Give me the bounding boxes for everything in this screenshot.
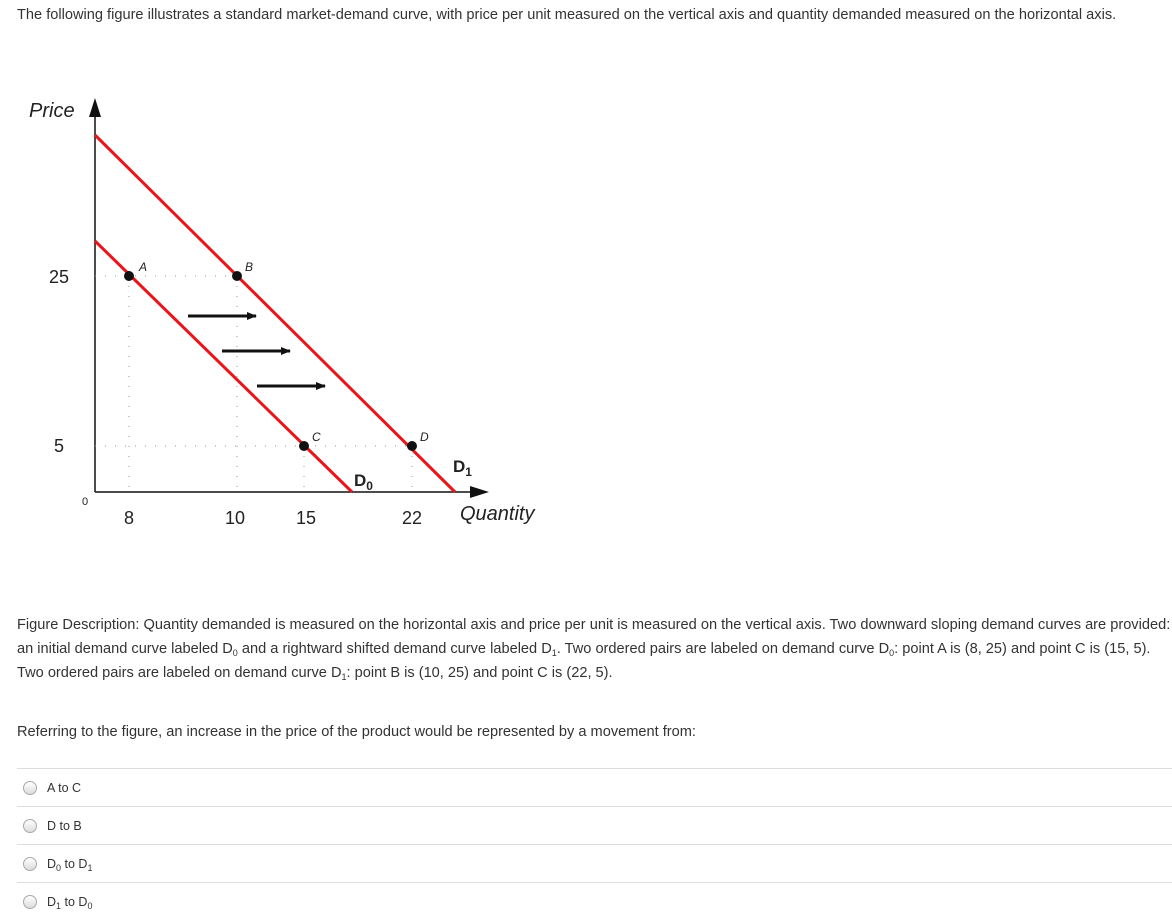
origin-label: 0	[82, 496, 88, 508]
point-label: C	[312, 430, 321, 444]
radio-button[interactable]	[23, 894, 37, 909]
answer-option[interactable]: D to B	[17, 806, 1172, 844]
point-a	[124, 271, 134, 281]
point-label: B	[245, 260, 253, 274]
radio-button[interactable]	[23, 818, 37, 833]
y-axis-arrow-icon	[89, 98, 101, 117]
figure-description: Figure Description: Quantity demanded is…	[17, 617, 1171, 682]
answer-option[interactable]: D1 to D0	[17, 882, 1172, 920]
answer-option[interactable]: D0 to D1	[17, 844, 1172, 882]
demand-curve-d0	[93, 239, 354, 494]
x-axis-arrow-icon	[470, 486, 489, 498]
y-tick-label: 5	[54, 436, 64, 456]
answer-label: D0 to D1	[47, 856, 93, 873]
y-axis-label: Price	[29, 100, 75, 122]
curve-label-d1: D1	[453, 457, 472, 479]
curve-label-d0: D0	[354, 471, 373, 493]
demand-curve-d1	[93, 133, 457, 494]
x-tick-label: 22	[402, 508, 422, 528]
x-tick-label: 15	[296, 508, 316, 528]
y-tick-label: 25	[49, 267, 69, 287]
answer-label: D to B	[47, 818, 82, 833]
x-axis-label: Quantity	[460, 503, 535, 525]
radio-button[interactable]	[23, 780, 37, 795]
point-label: D	[420, 430, 429, 444]
intro-text: The following figure illustrates a stand…	[17, 7, 1117, 23]
question-text: Referring to the figure, an increase in …	[17, 724, 696, 740]
answer-label: D1 to D0	[47, 894, 93, 911]
point-b	[232, 271, 242, 281]
answer-options: A to C D to B D0 to D1 D1 to D0	[17, 768, 1172, 920]
answer-option[interactable]: A to C	[17, 768, 1172, 806]
point-c	[299, 441, 309, 451]
demand-figure: A B C D Price Quantity 0 25 5 8 10 15 22…	[29, 98, 535, 528]
x-tick-label: 8	[124, 508, 134, 528]
radio-button[interactable]	[23, 856, 37, 871]
point-label: A	[138, 260, 147, 274]
point-d	[407, 441, 417, 451]
answer-label: A to C	[47, 780, 82, 795]
guide-lines	[95, 275, 413, 492]
x-tick-label: 10	[225, 508, 245, 528]
